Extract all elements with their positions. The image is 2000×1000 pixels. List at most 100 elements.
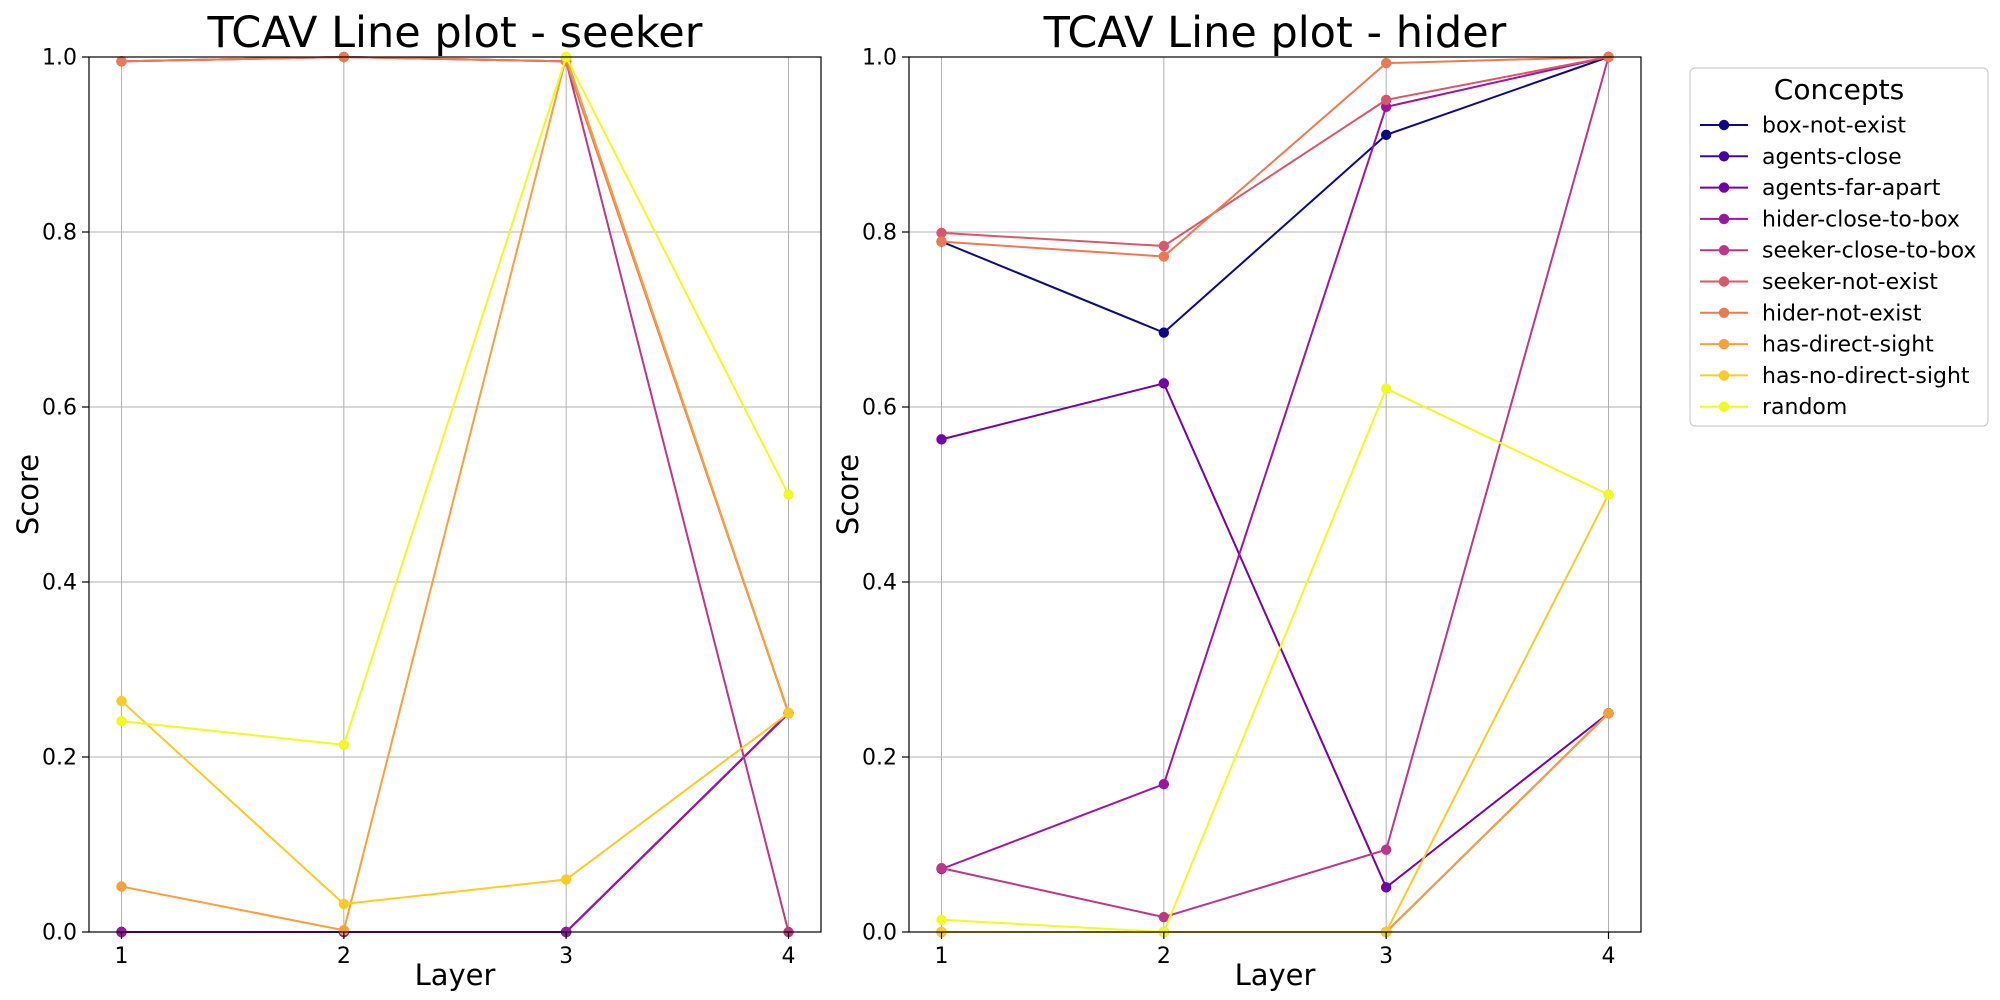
legend-label: agents-close bbox=[1762, 145, 1902, 170]
legend-item: agents-close bbox=[1700, 145, 1902, 170]
series-line bbox=[941, 712, 1610, 933]
y-tick-label: 0.0 bbox=[42, 921, 77, 946]
series-line bbox=[121, 55, 790, 714]
legend-item: hider-not-exist bbox=[1700, 301, 1922, 326]
chart-title: TCAV Line plot - seeker bbox=[207, 8, 703, 58]
data-point bbox=[1380, 129, 1392, 141]
data-point bbox=[338, 739, 350, 750]
series-layer bbox=[936, 51, 1614, 938]
x-tick-label: 1 bbox=[935, 944, 949, 969]
legend-label: hider-close-to-box bbox=[1762, 207, 1960, 232]
data-point bbox=[338, 925, 350, 936]
series-line bbox=[121, 55, 790, 714]
data-point bbox=[1380, 844, 1392, 855]
data-point bbox=[116, 56, 127, 67]
y-tick-label: 0.6 bbox=[42, 396, 77, 421]
series-line bbox=[941, 382, 1610, 889]
legend-marker bbox=[1718, 307, 1730, 318]
series-random bbox=[936, 383, 1614, 938]
series-line bbox=[121, 712, 790, 933]
series-layer bbox=[116, 51, 794, 938]
data-point bbox=[116, 715, 127, 727]
y-axis-label: Score bbox=[831, 454, 865, 535]
legend-items: box-not-exist agents-close agents-far-apar… bbox=[1700, 114, 1976, 420]
series-hider-not-exist bbox=[116, 51, 794, 719]
data-point bbox=[1603, 489, 1614, 500]
series-line bbox=[941, 56, 1609, 248]
data-point bbox=[936, 434, 947, 445]
legend-marker bbox=[1718, 370, 1730, 381]
legend-marker bbox=[1718, 338, 1730, 350]
series-line bbox=[941, 56, 1609, 870]
legend-item: hider-close-to-box bbox=[1700, 207, 1960, 232]
legend-label: seeker-close-to-box bbox=[1762, 239, 1976, 264]
data-point bbox=[936, 227, 947, 239]
series-box-not-exist bbox=[936, 51, 1614, 338]
data-point bbox=[1158, 327, 1170, 338]
x-tick-label: 4 bbox=[782, 944, 796, 969]
y-tick-label: 1.0 bbox=[42, 46, 77, 71]
legend-marker bbox=[1718, 245, 1730, 256]
legend-label: box-not-exist bbox=[1762, 114, 1906, 139]
data-point bbox=[1380, 57, 1392, 69]
data-point bbox=[783, 708, 794, 719]
data-point bbox=[1158, 251, 1170, 262]
series-agents-far-apart bbox=[116, 708, 794, 938]
axis-ticks: 0.0 0.2 0.4 0.6 0.8 1.0 1 2 3 4 bbox=[42, 46, 796, 970]
series-has-direct-sight bbox=[936, 708, 1614, 938]
series-has-no-direct-sight bbox=[116, 695, 794, 910]
data-point bbox=[936, 236, 947, 247]
x-tick-label: 4 bbox=[1602, 944, 1616, 969]
legend-marker bbox=[1718, 182, 1730, 193]
y-tick-label: 1.0 bbox=[862, 46, 897, 71]
data-point bbox=[1380, 94, 1392, 106]
series-agents-close bbox=[936, 708, 1614, 938]
series-hider-close-to-box bbox=[936, 51, 1614, 875]
series-line bbox=[941, 387, 1609, 934]
data-point bbox=[1380, 882, 1392, 893]
y-tick-label: 0.2 bbox=[862, 746, 897, 771]
x-tick-label: 3 bbox=[1379, 944, 1393, 969]
series-line bbox=[941, 712, 1610, 933]
legend-item: random bbox=[1700, 395, 1847, 420]
series-hider-not-exist bbox=[936, 51, 1614, 262]
legend-label: hider-not-exist bbox=[1762, 301, 1922, 326]
x-axis-label: Layer bbox=[1235, 958, 1316, 992]
series-line bbox=[121, 712, 790, 933]
series-line bbox=[941, 56, 1609, 334]
data-point bbox=[936, 914, 947, 925]
series-line bbox=[121, 53, 790, 932]
data-point bbox=[1603, 708, 1614, 719]
legend-item: seeker-close-to-box bbox=[1700, 239, 1976, 264]
axis-ticks: 0.0 0.2 0.4 0.6 0.8 1.0 1 2 3 4 bbox=[862, 46, 1616, 970]
seeker-chart-panel: TCAV Line plot - seeker 0.0 0.2 0.4 0.6 0.8 1… bbox=[11, 8, 822, 992]
data-point bbox=[1158, 911, 1170, 923]
legend-label: has-direct-sight bbox=[1762, 333, 1934, 358]
legend-label: agents-far-apart bbox=[1762, 176, 1941, 201]
legend: Concepts box-not-exist agents-close agents… bbox=[1689, 67, 1989, 427]
plot-frame bbox=[908, 56, 1642, 933]
series-hider-close-to-box bbox=[116, 708, 794, 938]
series-has-no-direct-sight bbox=[936, 489, 1614, 938]
series-agents-close bbox=[116, 708, 794, 938]
legend-label: random bbox=[1762, 395, 1847, 420]
grid bbox=[909, 56, 1641, 933]
y-tick-label: 0.8 bbox=[42, 221, 77, 246]
y-tick-label: 0.4 bbox=[862, 571, 897, 596]
y-axis-label: Score bbox=[11, 454, 45, 535]
y-tick-label: 0.4 bbox=[42, 571, 77, 596]
series-has-direct-sight bbox=[116, 51, 794, 936]
y-tick-label: 0.0 bbox=[862, 921, 897, 946]
data-point bbox=[1158, 378, 1170, 389]
series-line bbox=[121, 54, 790, 746]
x-tick-label: 3 bbox=[559, 944, 573, 969]
legend-label: seeker-not-exist bbox=[1762, 270, 1938, 295]
legend-title: Concepts bbox=[1774, 73, 1904, 106]
series-line bbox=[121, 712, 790, 933]
hider-chart-panel: TCAV Line plot - hider 0.0 0.2 0.4 0.6 0.8 1.… bbox=[831, 8, 1642, 992]
legend-label: has-no-direct-sight bbox=[1762, 364, 1970, 389]
x-axis-label: Layer bbox=[415, 958, 496, 992]
series-seeker-not-exist bbox=[936, 51, 1614, 252]
data-point bbox=[116, 695, 127, 707]
series-agents-far-apart bbox=[936, 378, 1614, 893]
